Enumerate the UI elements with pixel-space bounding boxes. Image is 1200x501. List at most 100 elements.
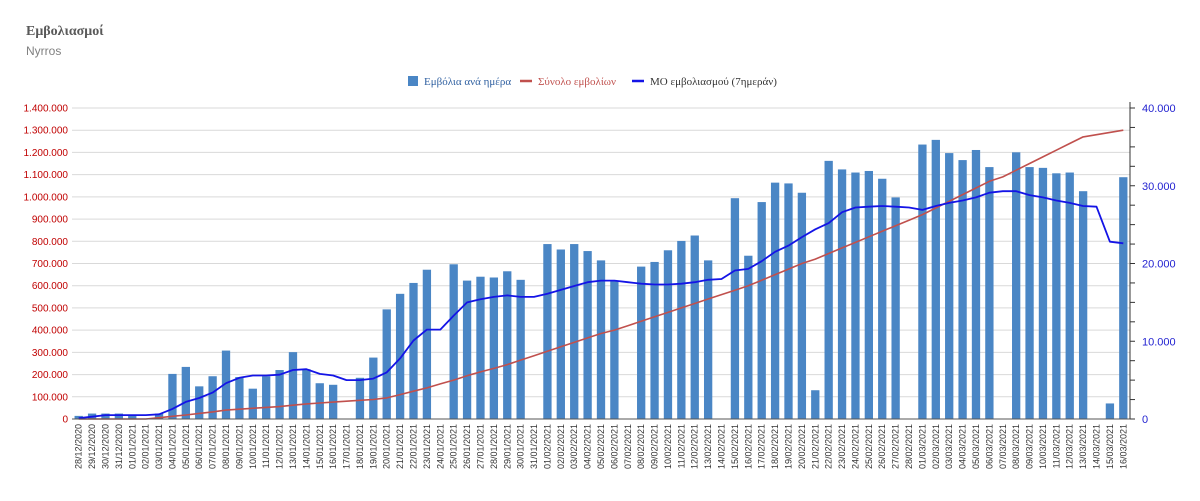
x-axis-tick-label: 21/01/2021 <box>395 424 405 469</box>
x-axis-tick-label: 07/03/2021 <box>998 424 1008 469</box>
x-axis-tick-label: 03/01/2021 <box>154 424 164 469</box>
x-axis-tick-label: 23/01/2021 <box>422 424 432 469</box>
bar <box>931 139 940 419</box>
x-axis-tick-label: 04/03/2021 <box>958 424 968 469</box>
left-axis-tick-label: 600.000 <box>32 281 69 292</box>
bar <box>382 309 391 419</box>
x-axis-tick-label: 07/02/2021 <box>623 424 633 469</box>
x-axis-tick-label: 05/03/2021 <box>971 424 981 469</box>
bar <box>154 413 164 419</box>
x-axis-tick-label: 22/02/2021 <box>824 424 834 469</box>
x-axis-tick-label: 09/02/2021 <box>650 424 660 469</box>
bar <box>449 264 458 419</box>
series-line <box>78 129 1124 420</box>
x-axis-tick-label: 05/01/2021 <box>181 424 191 469</box>
bar <box>824 160 833 419</box>
legend[interactable]: Εμβόλια ανά ημέρα Σύνολο εμβολίων ΜΟ εμβολ… <box>408 76 777 88</box>
x-axis-tick-label: 19/02/2021 <box>783 424 793 469</box>
left-axis-tick-label: 1.300.000 <box>24 126 69 137</box>
x-axis-tick-label: 08/02/2021 <box>636 424 646 469</box>
bar <box>1012 152 1021 419</box>
bar <box>503 271 512 419</box>
x-axis-tick-label: 17/02/2021 <box>757 424 767 469</box>
bar <box>288 352 298 419</box>
bar <box>315 383 324 419</box>
bar <box>918 144 927 420</box>
bar <box>770 182 780 419</box>
x-axis-tick-label: 20/02/2021 <box>797 424 807 469</box>
bar <box>114 413 124 419</box>
bar <box>797 192 807 419</box>
bar <box>610 280 619 419</box>
x-axis-tick-label: 02/01/2021 <box>141 424 151 469</box>
left-axis-tick-label: 500.000 <box>32 303 69 314</box>
bar <box>945 153 954 419</box>
x-axis-tick-label: 06/02/2021 <box>609 424 619 469</box>
x-axis-tick-label: 05/02/2021 <box>596 424 606 469</box>
x-axis-tick-label: 15/02/2021 <box>730 424 740 469</box>
legend-swatch <box>408 76 418 86</box>
bar <box>248 388 257 419</box>
x-axis-tick-label: 26/01/2021 <box>462 424 472 469</box>
bar <box>690 235 699 419</box>
bar <box>730 198 740 419</box>
left-axis-tick-label: 100.000 <box>32 392 69 403</box>
bar <box>583 251 592 419</box>
x-axis-tick-label: 18/01/2021 <box>355 424 365 469</box>
x-axis-tick-label: 15/01/2021 <box>315 424 325 469</box>
bar <box>1119 177 1128 419</box>
x-axis-tick-label: 10/03/2021 <box>1038 424 1048 469</box>
bar <box>476 276 485 419</box>
bar <box>235 377 244 419</box>
x-axis-tick-label: 18/02/2021 <box>770 424 780 469</box>
bar <box>275 370 284 419</box>
page-subtitle: Nyrros <box>26 44 62 58</box>
right-axis-tick-label: 10.000 <box>1142 336 1176 348</box>
bar <box>663 250 673 419</box>
x-axis-tick-label: 03/03/2021 <box>944 424 954 469</box>
x-axis-tick-label: 21/02/2021 <box>810 424 820 469</box>
x-axis-tick-label: 27/01/2021 <box>475 424 485 469</box>
bar <box>195 386 204 419</box>
x-axis-tick-label: 08/01/2021 <box>221 424 231 469</box>
bar <box>744 255 753 419</box>
legend-item[interactable]: Εμβόλια ανά ημέρα <box>408 76 511 88</box>
x-axis-tick-label: 14/03/2021 <box>1092 424 1102 469</box>
left-axis-tick-label: 1.000.000 <box>24 192 69 203</box>
bar <box>864 170 873 419</box>
bar <box>1038 167 1048 419</box>
x-axis-tick-label: 12/01/2021 <box>275 424 285 469</box>
legend-item[interactable]: ΜΟ εμβολιασμού (7ημεράν) <box>632 76 777 88</box>
x-axis-tick-label: 17/01/2021 <box>342 424 352 469</box>
bar <box>168 373 177 419</box>
bar <box>128 415 137 419</box>
bar <box>208 376 217 419</box>
bar <box>757 202 766 419</box>
x-axis-tick-label: 06/03/2021 <box>984 424 994 469</box>
x-axis-tick-label: 28/02/2021 <box>904 424 914 469</box>
bar <box>637 266 646 419</box>
x-axis-tick-label: 14/02/2021 <box>717 424 727 469</box>
legend-item[interactable]: Σύνολο εμβολίων <box>520 76 616 88</box>
bar <box>985 167 994 419</box>
bar <box>851 172 860 419</box>
x-axis-tick-label: 13/01/2021 <box>288 424 298 469</box>
right-axis-tick-label: 20.000 <box>1142 259 1176 271</box>
page-title: Εμβολιασμοί <box>26 24 104 39</box>
bar-series <box>74 139 1128 420</box>
bar <box>409 282 418 419</box>
right-axis-tick-label: 30.000 <box>1142 181 1176 193</box>
legend-label: Σύνολο εμβολίων <box>538 76 616 88</box>
x-axis-tick-label: 01/01/2021 <box>127 424 137 469</box>
x-axis-tick-label: 09/03/2021 <box>1025 424 1035 469</box>
x-axis-tick-label: 22/01/2021 <box>409 424 419 469</box>
legend-label: ΜΟ εμβολιασμού (7ημεράν) <box>650 76 777 88</box>
bar <box>422 269 432 419</box>
bar <box>221 350 231 419</box>
left-axis-tick-label: 400.000 <box>32 326 69 337</box>
x-axis-tick-label: 13/02/2021 <box>703 424 713 469</box>
bar <box>302 369 311 419</box>
x-axis-tick-label: 01/02/2021 <box>542 424 552 469</box>
series-line <box>78 190 1124 420</box>
